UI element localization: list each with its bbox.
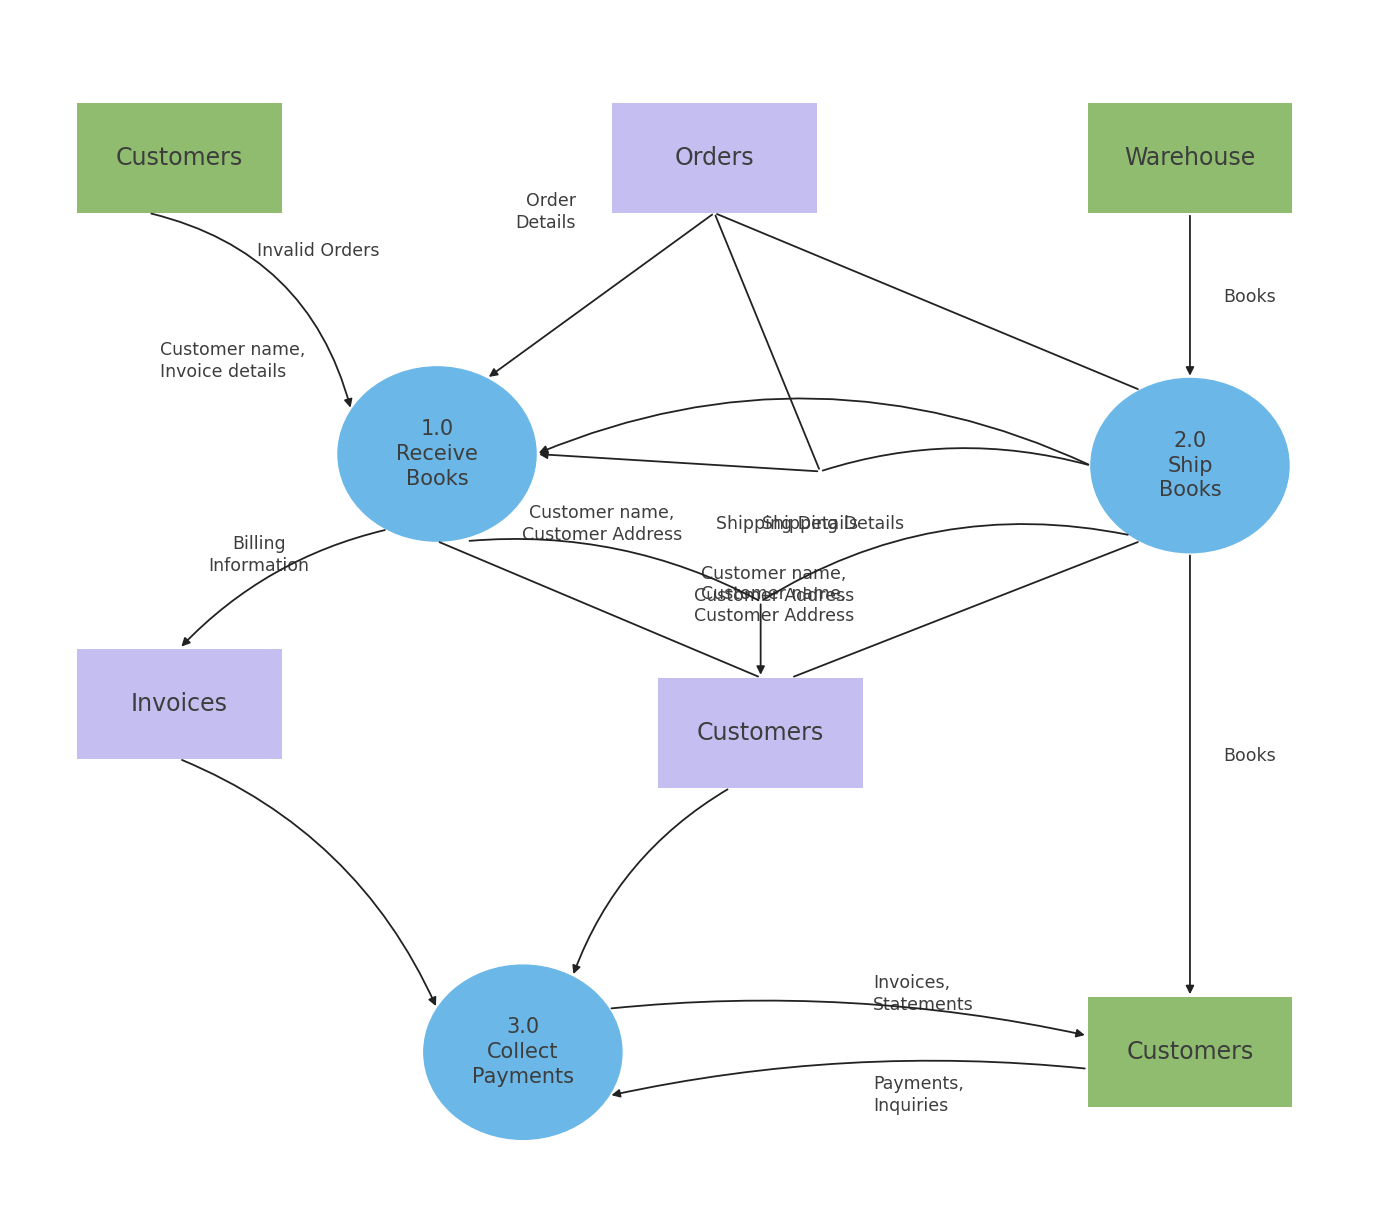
Text: Customers: Customers xyxy=(116,145,244,169)
FancyBboxPatch shape xyxy=(612,103,817,213)
Text: 1.0
Receive
Books: 1.0 Receive Books xyxy=(396,419,477,489)
Text: Order
Details: Order Details xyxy=(515,192,575,232)
Text: Books: Books xyxy=(1223,747,1276,765)
Text: Customer name,
Customer Address: Customer name, Customer Address xyxy=(694,565,854,605)
FancyBboxPatch shape xyxy=(658,678,863,788)
Text: Customers: Customers xyxy=(698,721,824,745)
FancyBboxPatch shape xyxy=(1087,997,1292,1107)
FancyBboxPatch shape xyxy=(77,649,282,759)
Text: 3.0
Collect
Payments: 3.0 Collect Payments xyxy=(472,1018,574,1087)
Text: Customer name,
Customer Address: Customer name, Customer Address xyxy=(522,503,682,543)
Text: Shipping Details: Shipping Details xyxy=(762,514,904,532)
Text: Warehouse: Warehouse xyxy=(1124,145,1255,169)
Text: Customers: Customers xyxy=(1127,1041,1254,1065)
Text: Customer name,
Invoice details: Customer name, Invoice details xyxy=(160,341,305,381)
Text: 2.0
Ship
Books: 2.0 Ship Books xyxy=(1159,431,1222,501)
FancyBboxPatch shape xyxy=(1087,103,1292,213)
Text: Orders: Orders xyxy=(674,145,754,169)
Text: Invoices: Invoices xyxy=(131,692,228,716)
Circle shape xyxy=(338,367,537,541)
Circle shape xyxy=(1091,379,1289,553)
Text: Customer name,
Customer Address: Customer name, Customer Address xyxy=(694,584,854,626)
Text: Billing
Information: Billing Information xyxy=(208,535,310,575)
Text: Books: Books xyxy=(1223,288,1276,306)
FancyBboxPatch shape xyxy=(77,103,282,213)
Text: Invalid Orders: Invalid Orders xyxy=(257,242,380,260)
Circle shape xyxy=(424,966,622,1140)
Text: Invoices,
Statements: Invoices, Statements xyxy=(872,974,974,1014)
Text: Shipping Details: Shipping Details xyxy=(716,514,859,532)
Text: Payments,
Inquiries: Payments, Inquiries xyxy=(872,1076,963,1116)
